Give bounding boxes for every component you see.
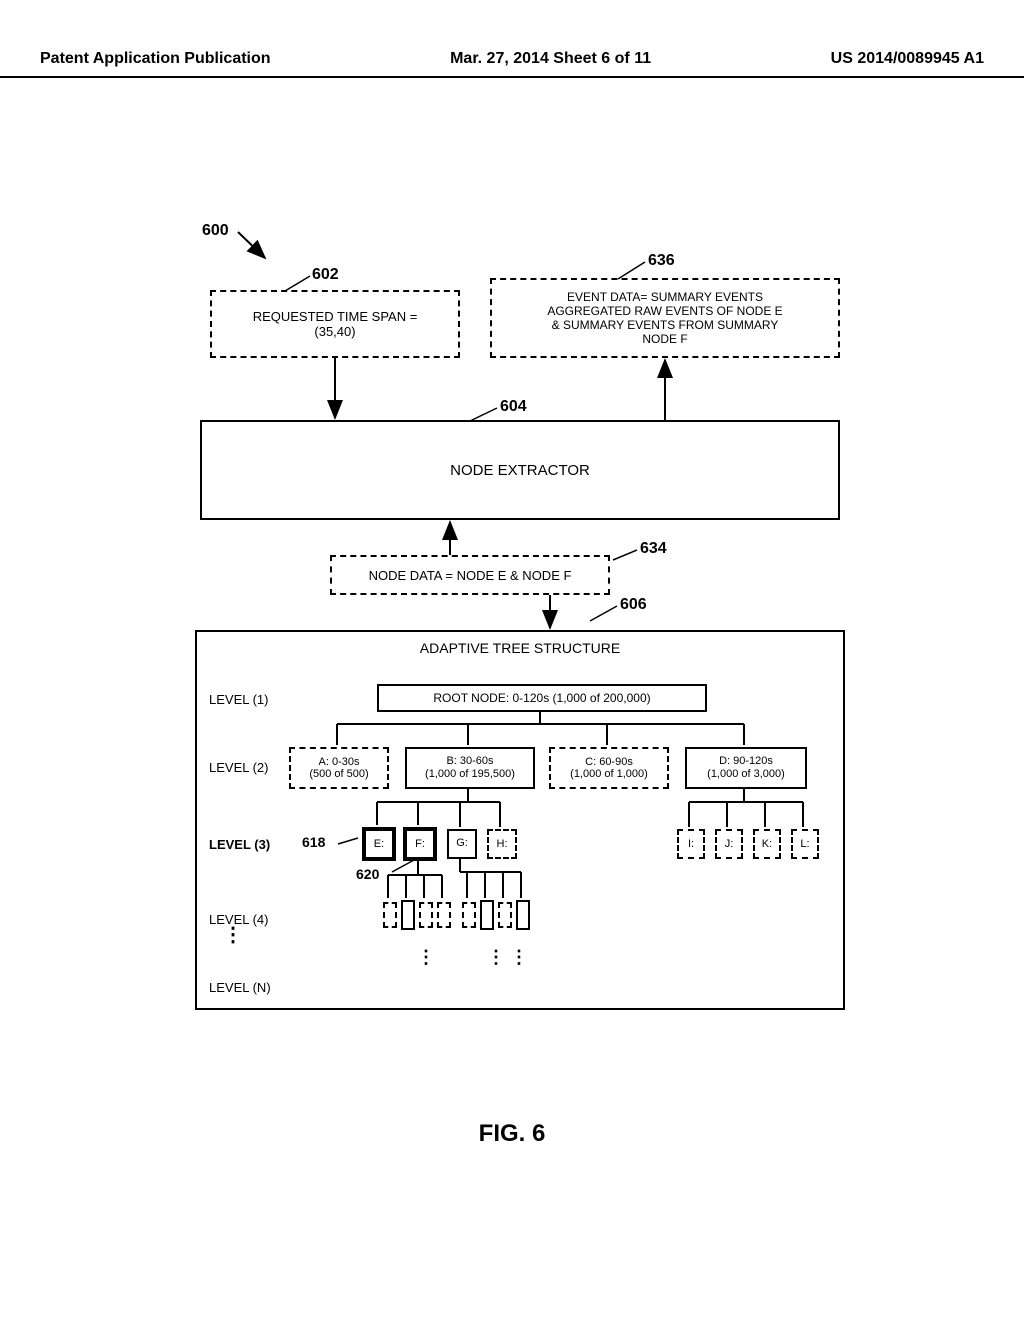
l4-box-5: [462, 902, 476, 928]
header-left: Patent Application Publication: [40, 50, 271, 68]
header-right: US 2014/0089945 A1: [831, 50, 984, 68]
level-vdots: ⋮: [223, 932, 243, 938]
event-data-box: EVENT DATA= SUMMARY EVENTS AGGREGATED RA…: [490, 278, 840, 358]
node-g: G:: [447, 829, 477, 859]
node-h: H:: [487, 829, 517, 859]
header-center: Mar. 27, 2014 Sheet 6 of 11: [450, 50, 651, 68]
l4-box-2: [401, 900, 415, 930]
node-j: J:: [715, 829, 743, 859]
node-e: E:: [362, 827, 396, 861]
tree-title: ADAPTIVE TREE STRUCTURE: [197, 640, 843, 656]
l4-box-3: [419, 902, 433, 928]
l4-vdots-1: ⋮: [417, 947, 435, 968]
node-c: C: 60-90s (1,000 of 1,000): [549, 747, 669, 789]
l4-box-7: [498, 902, 512, 928]
node-d-l2: (1,000 of 3,000): [707, 768, 785, 781]
l4-box-4: [437, 902, 451, 928]
ref-604: 604: [500, 398, 527, 416]
adaptive-tree-box: ADAPTIVE TREE STRUCTURE LEVEL (1) LEVEL …: [195, 630, 845, 1010]
node-a: A: 0-30s (500 of 500): [289, 747, 389, 789]
level-2-label: LEVEL (2): [209, 760, 269, 775]
ref-634: 634: [640, 540, 667, 558]
node-l: L:: [791, 829, 819, 859]
figure-caption: FIG. 6: [0, 1120, 1024, 1148]
l4-box-6: [480, 900, 494, 930]
node-data-box: NODE DATA = NODE E & NODE F: [330, 555, 610, 595]
node-c-l2: (1,000 of 1,000): [570, 768, 648, 780]
level-3-label: LEVEL (3): [209, 837, 270, 852]
root-node: ROOT NODE: 0-120s (1,000 of 200,000): [377, 684, 707, 712]
level-1-label: LEVEL (1): [209, 692, 269, 707]
ref-636: 636: [648, 252, 675, 270]
node-c-l1: C: 60-90s: [585, 756, 633, 768]
node-i: I:: [677, 829, 705, 859]
l4-vdots-2: ⋮ ⋮: [487, 947, 528, 968]
level-n-label: LEVEL (N): [209, 980, 271, 995]
node-b-l1: B: 30-60s: [446, 755, 493, 768]
node-a-l1: A: 0-30s: [319, 756, 360, 768]
ref-606: 606: [620, 596, 647, 614]
ref-600: 600: [202, 222, 229, 240]
node-d-l1: D: 90-120s: [719, 755, 773, 768]
page-header: Patent Application Publication Mar. 27, …: [0, 50, 1024, 78]
node-d: D: 90-120s (1,000 of 3,000): [685, 747, 807, 789]
l4-box-8: [516, 900, 530, 930]
ref-618: 618: [302, 834, 325, 850]
node-extractor-box: NODE EXTRACTOR: [200, 420, 840, 520]
node-b-l2: (1,000 of 195,500): [425, 768, 515, 781]
requested-time-span-box: REQUESTED TIME SPAN = (35,40): [210, 290, 460, 358]
l4-box-1: [383, 902, 397, 928]
node-a-l2: (500 of 500): [309, 768, 368, 780]
ref-620: 620: [356, 866, 379, 882]
node-b: B: 30-60s (1,000 of 195,500): [405, 747, 535, 789]
node-f: F:: [403, 827, 437, 861]
node-k: K:: [753, 829, 781, 859]
ref-602: 602: [312, 266, 339, 284]
